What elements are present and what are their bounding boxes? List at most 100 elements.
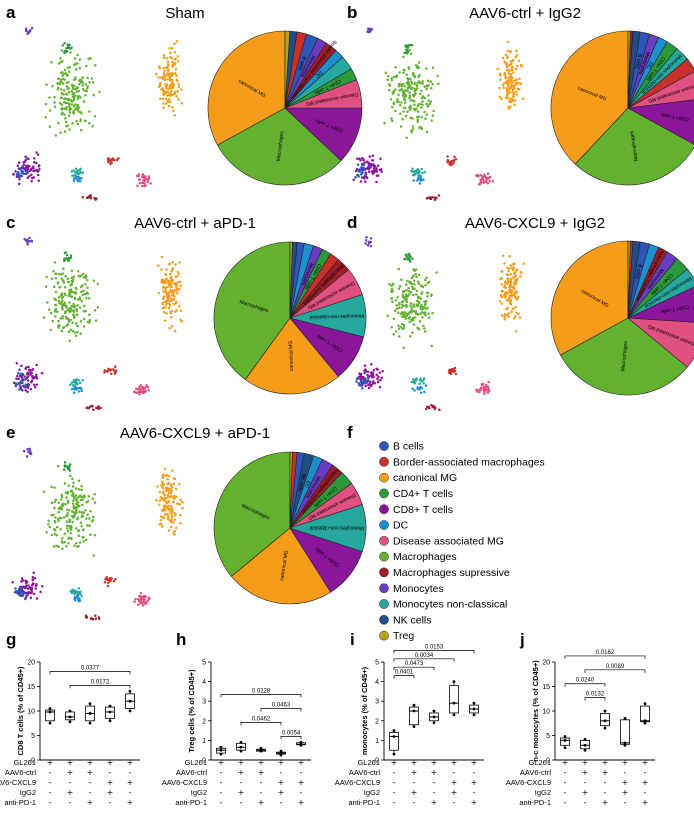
umap-dot bbox=[78, 599, 81, 603]
umap-dot bbox=[91, 519, 95, 522]
umap-dot bbox=[65, 544, 68, 548]
umap-dot bbox=[53, 506, 56, 510]
umap-dot bbox=[63, 97, 66, 101]
umap-dot bbox=[369, 237, 373, 240]
umap-dot bbox=[71, 329, 75, 333]
umap-dot bbox=[158, 82, 162, 86]
umap-dot bbox=[81, 379, 85, 382]
umap-dot bbox=[26, 447, 29, 451]
umap-dot bbox=[74, 379, 77, 383]
umap-dot bbox=[57, 295, 61, 299]
data-point bbox=[563, 735, 567, 738]
umap-dot bbox=[80, 525, 83, 528]
umap-dot bbox=[407, 289, 411, 293]
umap-dot bbox=[86, 499, 90, 503]
umap-dot bbox=[479, 178, 482, 182]
umap-dot bbox=[174, 57, 178, 61]
bracket-line bbox=[240, 722, 282, 726]
umap-dot bbox=[59, 528, 62, 531]
umap-dot bbox=[57, 545, 60, 549]
data-point bbox=[392, 752, 396, 756]
umap-dot bbox=[508, 294, 511, 298]
umap-dot bbox=[79, 332, 82, 335]
umap-dot bbox=[73, 291, 77, 295]
umap-dot bbox=[167, 306, 171, 310]
panel-letter-a: a bbox=[6, 3, 16, 22]
umap-dot bbox=[431, 311, 434, 315]
condition-row-label: GL261 bbox=[357, 758, 380, 767]
umap-dot bbox=[145, 601, 148, 605]
umap-dot bbox=[163, 496, 167, 499]
box-group bbox=[600, 709, 610, 730]
umap-dot bbox=[416, 176, 420, 180]
panel-letter-h: h bbox=[176, 630, 186, 649]
umap-dot bbox=[498, 86, 501, 90]
umap-dot bbox=[171, 63, 175, 67]
legend-label: Border-associated macrophages bbox=[393, 456, 545, 468]
umap-dot bbox=[60, 49, 63, 52]
umap-dot bbox=[20, 585, 24, 589]
umap-dot bbox=[164, 288, 167, 291]
umap-dot bbox=[169, 277, 173, 280]
pie-slice-label: Macrophages bbox=[629, 130, 640, 161]
umap-dot bbox=[51, 84, 54, 88]
umap-dot bbox=[171, 267, 175, 270]
y-tick-label: 0 bbox=[546, 758, 550, 765]
data-point bbox=[299, 742, 303, 746]
significance-bracket: 0.0473 bbox=[393, 661, 435, 671]
umap-dot bbox=[418, 74, 421, 77]
umap-dot bbox=[477, 183, 481, 186]
umap-dot bbox=[170, 486, 174, 489]
umap-dot bbox=[503, 72, 506, 76]
umap-dot bbox=[76, 108, 80, 111]
umap-dot bbox=[77, 110, 80, 113]
umap-dot bbox=[76, 105, 79, 108]
umap-dot bbox=[79, 521, 83, 525]
umap-dot bbox=[65, 106, 68, 109]
umap-dot bbox=[503, 318, 507, 321]
umap-dot bbox=[29, 452, 33, 456]
data-point bbox=[108, 719, 112, 723]
umap-dot bbox=[423, 110, 426, 114]
umap-dot bbox=[65, 74, 69, 77]
significance-bracket: 0.0172 bbox=[69, 679, 131, 689]
umap-dot bbox=[173, 288, 176, 292]
legend-swatch bbox=[379, 630, 389, 641]
umap-dot bbox=[415, 293, 418, 296]
umap-dot bbox=[49, 311, 53, 315]
umap-dot bbox=[31, 377, 34, 380]
umap-dot bbox=[74, 76, 77, 79]
umap-dot bbox=[363, 369, 366, 373]
umap-dot bbox=[77, 591, 81, 594]
umap-dot bbox=[372, 369, 376, 372]
umap-dot bbox=[179, 309, 183, 312]
umap-dot bbox=[89, 196, 93, 200]
umap-dot bbox=[72, 313, 76, 317]
umap-dot bbox=[454, 158, 458, 161]
legend-item-dc: DC bbox=[379, 520, 409, 532]
umap-dot bbox=[509, 49, 512, 53]
umap-dot bbox=[422, 305, 426, 309]
umap-dot bbox=[22, 161, 25, 164]
umap-dot bbox=[416, 110, 420, 113]
umap-dot bbox=[77, 95, 81, 98]
umap-dot bbox=[418, 320, 422, 323]
umap-dot bbox=[26, 371, 29, 374]
condition-sign: - bbox=[604, 788, 607, 797]
umap-dot bbox=[59, 516, 63, 520]
umap-dot bbox=[71, 321, 74, 324]
umap-dot bbox=[22, 378, 25, 382]
umap-dot bbox=[175, 94, 178, 98]
umap-dot bbox=[84, 276, 88, 279]
condition-sign: + bbox=[562, 758, 569, 767]
umap-dot bbox=[430, 119, 433, 122]
umap-dot bbox=[53, 310, 57, 313]
umap-dot bbox=[164, 273, 168, 276]
umap-dot bbox=[173, 518, 177, 521]
umap-dot bbox=[397, 324, 400, 328]
umap-dot bbox=[414, 82, 417, 86]
umap-dot bbox=[22, 384, 25, 387]
umap-dot bbox=[419, 102, 422, 106]
pie-slice-treg bbox=[627, 30, 631, 109]
data-point bbox=[603, 726, 607, 730]
